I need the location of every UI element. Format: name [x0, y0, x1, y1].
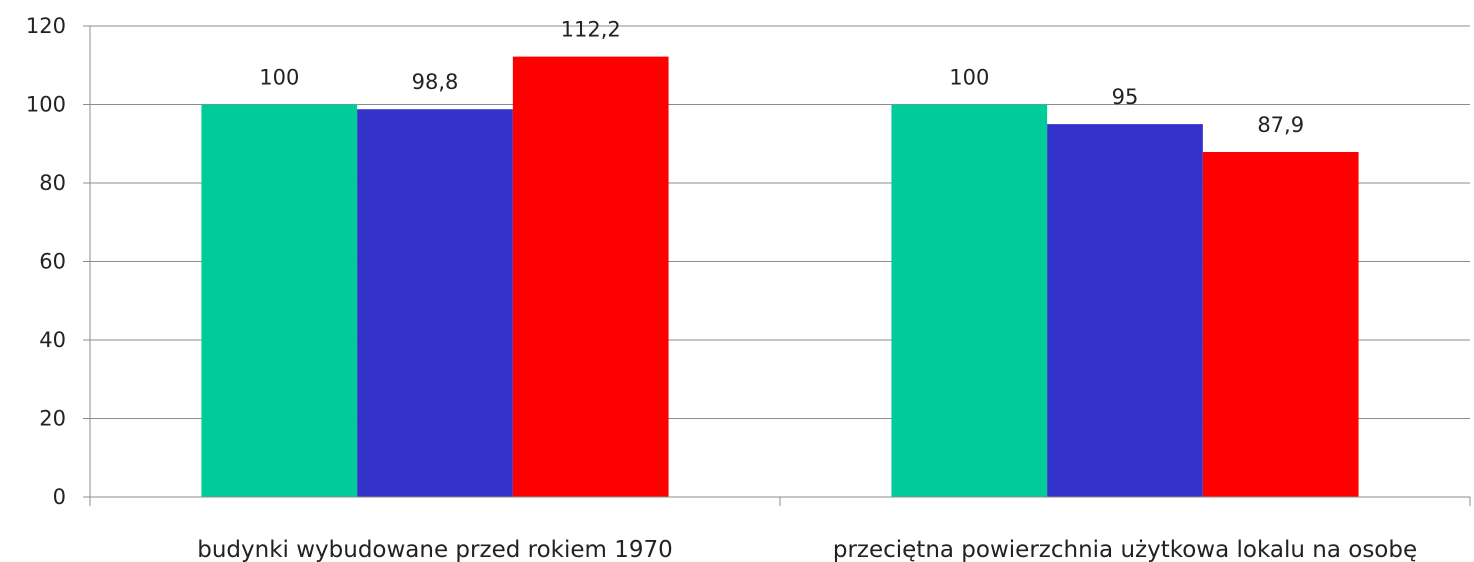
data-label-cat1-series0: 100: [949, 66, 989, 90]
y-tick-label-0: 0: [53, 485, 66, 509]
x-category-label-0: budynki wybudowane przed rokiem 1970: [197, 537, 673, 562]
data-label-cat0-series2: 112,2: [561, 18, 621, 42]
y-tick-label-60: 60: [39, 250, 66, 274]
data-label-cat1-series2: 87,9: [1257, 113, 1304, 137]
bar-cat1-series0: [891, 104, 1048, 497]
x-category-label-1: przeciętna powierzchnia użytkowa lokalu …: [833, 537, 1417, 562]
bars: [201, 56, 1359, 498]
bar-cat0-series1: [357, 109, 513, 498]
bar-cat1-series2: [1202, 151, 1359, 497]
bar-cat1-series1: [1047, 124, 1203, 497]
y-tick-label-100: 100: [26, 93, 66, 117]
data-label-cat0-series0: 100: [259, 66, 299, 90]
bar-cat0-series2: [512, 56, 669, 498]
y-tick-label-20: 20: [39, 407, 66, 431]
bar-cat0-series0: [201, 104, 358, 497]
y-tick-label-80: 80: [39, 171, 66, 195]
labels: 0 20 40 60 80 100 120 100 98,8 112,2 budynki wybud…: [26, 14, 1417, 562]
y-tick-label-120: 120: [26, 14, 66, 38]
y-tick-label-40: 40: [39, 328, 66, 352]
axes: [83, 25, 1471, 506]
data-label-cat0-series1: 98,8: [412, 70, 459, 94]
data-label-cat1-series1: 95: [1112, 85, 1139, 109]
